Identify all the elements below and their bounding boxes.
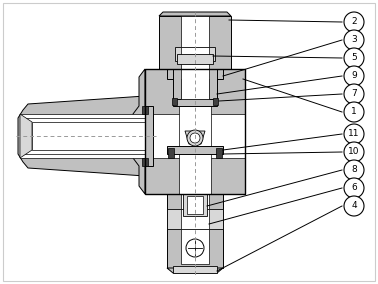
Bar [159, 16, 231, 69]
Bar [142, 158, 148, 166]
Circle shape [187, 130, 203, 146]
Bar [172, 98, 177, 105]
Circle shape [186, 239, 204, 257]
Circle shape [344, 30, 364, 50]
Polygon shape [167, 268, 223, 273]
Text: 11: 11 [348, 130, 360, 139]
Circle shape [344, 160, 364, 180]
Circle shape [344, 12, 364, 32]
Bar [168, 148, 174, 158]
Bar [145, 106, 153, 166]
Bar [173, 69, 217, 99]
Bar [175, 47, 215, 61]
Polygon shape [18, 96, 145, 176]
Text: 10: 10 [348, 147, 360, 156]
Text: 4: 4 [351, 202, 357, 210]
Circle shape [344, 196, 364, 216]
Circle shape [344, 48, 364, 68]
Bar [181, 16, 209, 69]
Bar [145, 69, 245, 194]
Text: 2: 2 [351, 18, 357, 26]
Text: 5: 5 [351, 53, 357, 62]
Text: 8: 8 [351, 166, 357, 174]
Bar [181, 79, 209, 99]
Bar [173, 97, 217, 106]
Circle shape [344, 124, 364, 144]
Text: 3: 3 [351, 36, 357, 45]
Circle shape [344, 142, 364, 162]
Bar [187, 196, 203, 214]
Bar [167, 69, 223, 79]
Bar [167, 146, 223, 154]
Bar [216, 148, 222, 158]
Text: 9: 9 [351, 72, 357, 80]
Circle shape [344, 178, 364, 198]
Text: 7: 7 [351, 89, 357, 99]
Bar [181, 209, 209, 229]
Polygon shape [20, 114, 32, 158]
Circle shape [344, 66, 364, 86]
Bar [167, 209, 223, 229]
Bar [145, 114, 245, 158]
Bar [179, 69, 211, 194]
Bar [173, 266, 217, 273]
Bar [177, 54, 213, 64]
Bar [181, 194, 209, 264]
Polygon shape [185, 131, 205, 144]
Bar [213, 98, 218, 105]
Bar [173, 79, 217, 99]
Circle shape [344, 102, 364, 122]
Bar [32, 122, 145, 150]
Bar [183, 194, 207, 216]
Circle shape [344, 84, 364, 104]
Bar [20, 118, 145, 154]
Text: 6: 6 [351, 183, 357, 193]
Bar [145, 69, 245, 194]
Bar [181, 47, 209, 61]
Bar [142, 106, 148, 114]
Circle shape [190, 133, 200, 143]
Polygon shape [20, 114, 145, 158]
Text: 1: 1 [351, 108, 357, 116]
Polygon shape [159, 12, 231, 16]
Bar [167, 194, 223, 268]
Polygon shape [133, 69, 145, 194]
Bar [181, 69, 209, 99]
